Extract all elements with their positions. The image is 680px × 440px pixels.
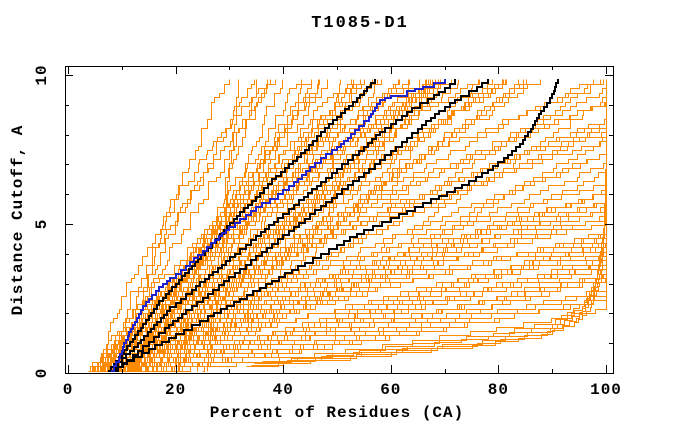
orange-model-curve bbox=[89, 79, 319, 372]
orange-outlier-5 bbox=[262, 79, 607, 362]
y-tick-label: 5 bbox=[33, 218, 51, 230]
orange-model-curve bbox=[99, 79, 271, 372]
black-curve-2 bbox=[111, 79, 456, 372]
orange-model-curve bbox=[134, 79, 361, 372]
orange-model-curve bbox=[115, 79, 493, 372]
orange-model-curve bbox=[126, 79, 607, 372]
orange-model-curve bbox=[129, 79, 426, 372]
x-tick-label: 40 bbox=[272, 381, 294, 399]
y-tick-label: 10 bbox=[33, 64, 51, 86]
orange-model-curve bbox=[90, 79, 420, 372]
chart-title: T1085-D1 bbox=[311, 14, 409, 33]
orange-model-curve bbox=[104, 79, 607, 372]
x-axis-title: Percent of Residues (CA) bbox=[209, 404, 465, 422]
orange-model-curve bbox=[129, 79, 607, 372]
orange-model-curve bbox=[94, 79, 302, 372]
x-tick-label: 60 bbox=[380, 381, 402, 399]
orange-model-curve bbox=[179, 79, 607, 372]
y-axis-title: Distance Cutoff, A bbox=[9, 124, 27, 316]
black-curve-3 bbox=[114, 79, 489, 372]
y-tick-label: 0 bbox=[33, 367, 51, 379]
black-curve-4 bbox=[111, 79, 559, 372]
orange-model-curve bbox=[98, 79, 268, 372]
x-tick-label: 80 bbox=[487, 381, 509, 399]
x-tick-label: 20 bbox=[164, 381, 187, 399]
orange-model-curve bbox=[124, 79, 607, 372]
orange-model-curve bbox=[126, 79, 283, 372]
plot-frame bbox=[65, 66, 614, 374]
x-tick-label: 0 bbox=[62, 381, 74, 399]
blue-curve bbox=[111, 79, 446, 372]
orange-model-curve bbox=[134, 79, 433, 372]
x-tick-label: 100 bbox=[590, 381, 622, 399]
orange-model-curve bbox=[107, 79, 276, 372]
